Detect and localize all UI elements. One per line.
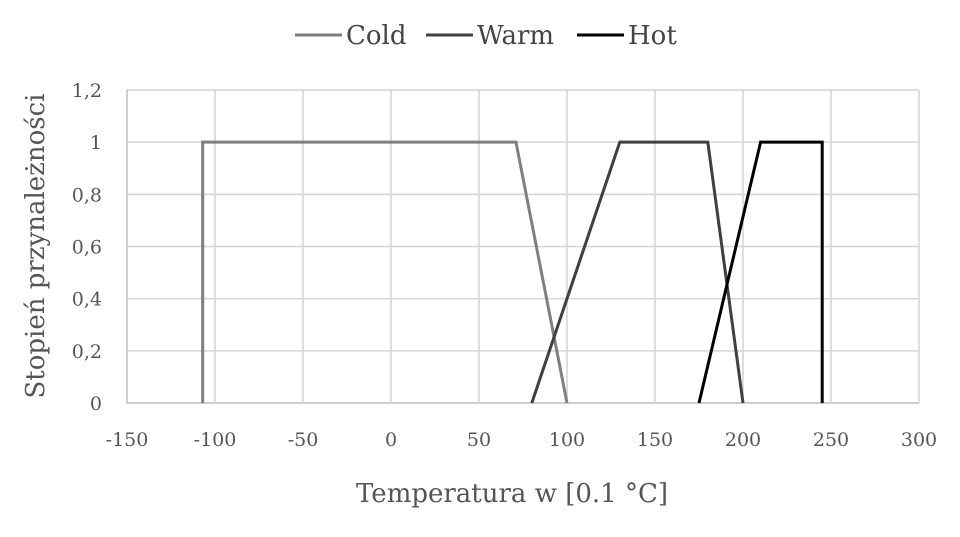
plot-area: -150 -100 -50 0 50 100 150 200 250 300 0 0,2 0,4 0,6… [72,80,937,451]
x-tick-label: -150 [106,429,149,451]
y-tick-label: 0,6 [72,237,102,259]
legend-item-cold: Cold [295,21,407,51]
x-tick-label: 250 [813,429,849,451]
legend: Cold Warm Hot [295,21,677,51]
x-tick-label: 200 [725,429,761,451]
x-tick-label: 150 [637,429,673,451]
x-tick-label: 100 [549,429,585,451]
x-axis-title: Temperatura w [0.1 °C] [356,479,668,509]
series-line-cold [201,140,569,404]
y-tick-label: 1 [90,132,102,154]
series-line-warm [530,140,745,404]
y-tick-label: 0 [90,393,102,415]
legend-item-warm: Warm [426,21,554,51]
legend-label-warm: Warm [477,21,554,51]
y-tick-label: 0,8 [72,184,102,206]
x-tick-label: 0 [385,429,397,451]
legend-item-hot: Hot [577,21,677,51]
x-tick-label: -50 [288,429,319,451]
y-tick-label: 1,2 [72,80,102,102]
x-tick-label: 300 [901,429,937,451]
y-tick-label: 0,2 [72,341,102,363]
gridlines [126,89,920,404]
x-tick-label: -100 [194,429,237,451]
legend-label-hot: Hot [628,21,677,51]
x-tick-label: 50 [467,429,491,451]
x-tick-labels: -150 -100 -50 0 50 100 150 200 250 300 [106,429,937,451]
y-axis-title: Stopień przynależności [21,94,51,399]
y-tick-label: 0,4 [72,289,102,311]
legend-label-cold: Cold [346,21,407,51]
series-line-hot [697,140,824,404]
series-lines [201,140,824,404]
y-tick-labels: 0 0,2 0,4 0,6 0,8 1 1,2 [72,80,102,415]
